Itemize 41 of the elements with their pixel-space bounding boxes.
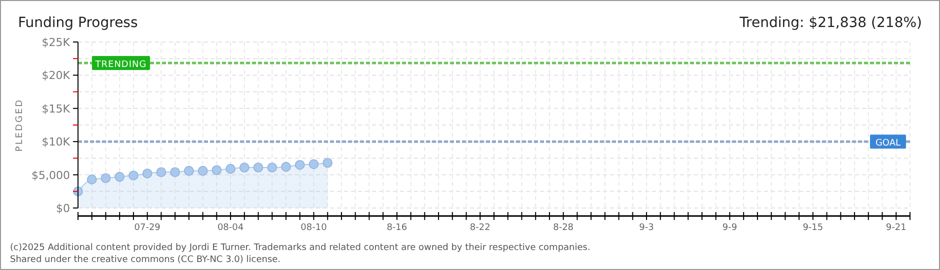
- point: [156, 167, 166, 178]
- point: [294, 160, 305, 170]
- y-tick-label: $20K: [42, 69, 71, 82]
- point: [240, 162, 250, 172]
- x-tick-label: 9-9: [722, 223, 738, 233]
- text: (c)2025 Additional content provided by Jordi E Turner. Trademarks and related content are owned by their respective companies.: [10, 243, 590, 253]
- point: [128, 170, 138, 180]
- x-tick-label: 9-3: [639, 223, 654, 233]
- y-tick-label: $0: [56, 202, 70, 215]
- x-tick-label: 9-15: [802, 223, 824, 233]
- ref-line-label: TRENDING: [94, 60, 147, 70]
- point: [226, 164, 236, 174]
- point: [267, 162, 278, 172]
- x-tick-label: 07-29: [134, 223, 161, 233]
- x-tick-label: 8-28: [553, 223, 574, 233]
- point: [253, 162, 264, 172]
- y-tick-label: $10K: [42, 136, 71, 149]
- y-tick-label: $5,000: [32, 168, 70, 182]
- text: Shared under the creative commons (CC BY-NC 3.0) license.: [10, 255, 281, 265]
- chart-title: Funding Progress: [18, 15, 138, 31]
- point: [184, 166, 194, 176]
- point: [170, 167, 180, 178]
- point: [198, 166, 208, 176]
- point: [212, 165, 222, 176]
- x-tick-label: 08-04: [217, 223, 244, 233]
- x-tick-label: 8-22: [470, 223, 490, 233]
- point: [308, 159, 319, 170]
- chart-subtitle: Trending: $21,838 (218%): [738, 15, 922, 31]
- ref-line-label: GOAL: [875, 138, 901, 149]
- point: [281, 162, 291, 172]
- x-tick-label: 08-10: [300, 223, 328, 233]
- x-tick-label: 8-16: [386, 223, 408, 233]
- point: [114, 172, 124, 182]
- x-tick-label: 9-21: [886, 223, 906, 233]
- point: [100, 173, 111, 184]
- y-axis-title: PLEDGED: [15, 98, 25, 152]
- point: [142, 168, 152, 178]
- y-tick-label: $15K: [42, 102, 71, 116]
- y-tick-label: $25K: [42, 36, 71, 49]
- point: [86, 174, 97, 184]
- point: [322, 158, 332, 168]
